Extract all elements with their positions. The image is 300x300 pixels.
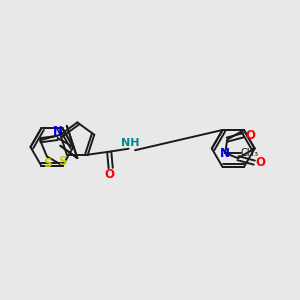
Text: NH: NH xyxy=(121,138,139,148)
Text: O: O xyxy=(104,168,114,181)
Text: N: N xyxy=(52,125,63,138)
Text: N: N xyxy=(220,147,230,160)
Text: CH₃: CH₃ xyxy=(241,148,259,158)
Text: S: S xyxy=(43,157,52,169)
Text: S: S xyxy=(58,155,67,168)
Text: O: O xyxy=(256,156,266,169)
Text: O: O xyxy=(245,129,255,142)
